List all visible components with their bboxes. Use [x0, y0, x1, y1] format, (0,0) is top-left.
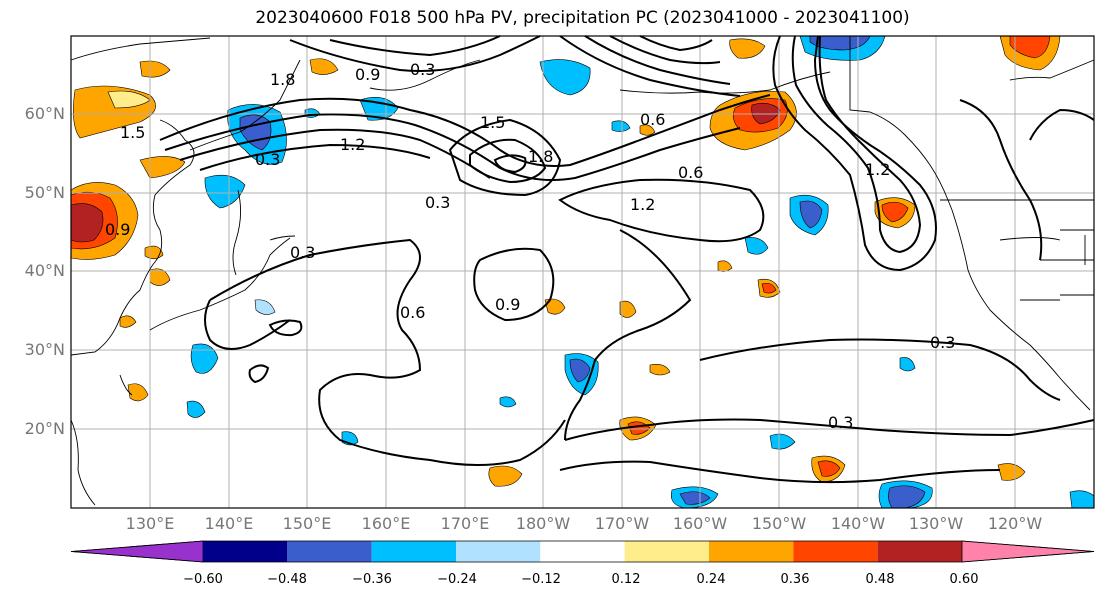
contour-labels: 0.3 0.9 1.5 1.8 1.2 0.6 0.3 0.3 0.3 0.3 …: [105, 60, 955, 432]
contour-label: 0.9: [355, 65, 380, 84]
lon-label: 180°W: [515, 514, 571, 533]
lon-label: 150°W: [751, 514, 807, 533]
lat-label: 40°N: [24, 261, 65, 280]
map-frame: [70, 35, 1095, 509]
lat-label: 60°N: [24, 104, 65, 123]
lat-label: 50°N: [24, 183, 65, 202]
colorbar-tick: −0.60: [183, 572, 223, 587]
colorbar-tick: 0.24: [696, 572, 726, 587]
colorbar-bin: [540, 541, 625, 562]
contour-label: 0.9: [105, 220, 130, 239]
contour-label: 0.6: [678, 163, 703, 182]
colorbar-bin: [287, 541, 372, 562]
colorbar-bin: [877, 541, 962, 562]
lon-label: 130°E: [125, 514, 175, 533]
colorbar-bin: [371, 541, 456, 562]
contour-label: 0.3: [255, 150, 280, 169]
lon-label: 170°W: [594, 514, 650, 533]
pv-contours: [159, 35, 1095, 484]
contour-label: 1.5: [480, 113, 505, 132]
contour-label: 1.2: [340, 135, 365, 154]
contour-label: 1.8: [270, 70, 295, 89]
colorbar-bin: [709, 541, 794, 562]
precip-shading: [70, 35, 1095, 509]
colorbar-extend-min: [70, 540, 204, 563]
contour-label: 0.3: [828, 413, 853, 432]
contour-label: 0.3: [425, 193, 450, 212]
colorbar: [70, 540, 1095, 563]
colorbar-outline: [70, 540, 1095, 563]
colorbar-bin: [456, 541, 541, 562]
contour-label: 1.5: [120, 123, 145, 142]
colorbar-tick: −0.24: [437, 572, 477, 587]
contour-label: 0.6: [640, 110, 665, 129]
contour-label: 0.9: [495, 295, 520, 314]
colorbar-tick: 0.60: [949, 572, 979, 587]
lon-label: 160°W: [672, 514, 728, 533]
contour-label: 1.8: [528, 147, 553, 166]
colorbar-tick: 0.48: [865, 572, 895, 587]
contour-label: 0.6: [400, 303, 425, 322]
lat-label: 20°N: [24, 419, 65, 438]
map-title: 2023040600 F018 500 hPa PV, precipitatio…: [255, 8, 910, 28]
contour-label: 0.3: [410, 60, 435, 79]
contour-label: 1.2: [865, 160, 890, 179]
graticule: [71, 36, 1094, 508]
colorbar-bin: [203, 541, 288, 562]
contour-label: 0.3: [930, 333, 955, 352]
colorbar-tick: 0.36: [780, 572, 810, 587]
colorbar-tick: 0.12: [611, 572, 641, 587]
colorbar-bin: [793, 541, 878, 562]
colorbar-tick: −0.36: [352, 572, 392, 587]
lon-label: 150°E: [282, 514, 332, 533]
contour-label: 0.3: [290, 243, 315, 262]
lat-label: 30°N: [24, 340, 65, 359]
coastlines: [70, 36, 1095, 506]
lon-label: 160°E: [361, 514, 411, 533]
lon-label: 120°W: [987, 514, 1043, 533]
colorbar-tick: −0.12: [521, 572, 561, 587]
lon-label: 140°W: [830, 514, 886, 533]
contour-label: 1.2: [630, 195, 655, 214]
lon-label: 170°E: [440, 514, 490, 533]
lon-label: 140°E: [204, 514, 254, 533]
lon-label: 130°W: [908, 514, 964, 533]
colorbar-tick: −0.48: [267, 572, 307, 587]
map-plot-area: 0.3 0.9 1.5 1.8 1.2 0.6 0.3 0.3 0.3 0.3 …: [70, 35, 1095, 509]
colorbar-bin: [624, 541, 709, 562]
colorbar-extend-max: [961, 540, 1095, 563]
